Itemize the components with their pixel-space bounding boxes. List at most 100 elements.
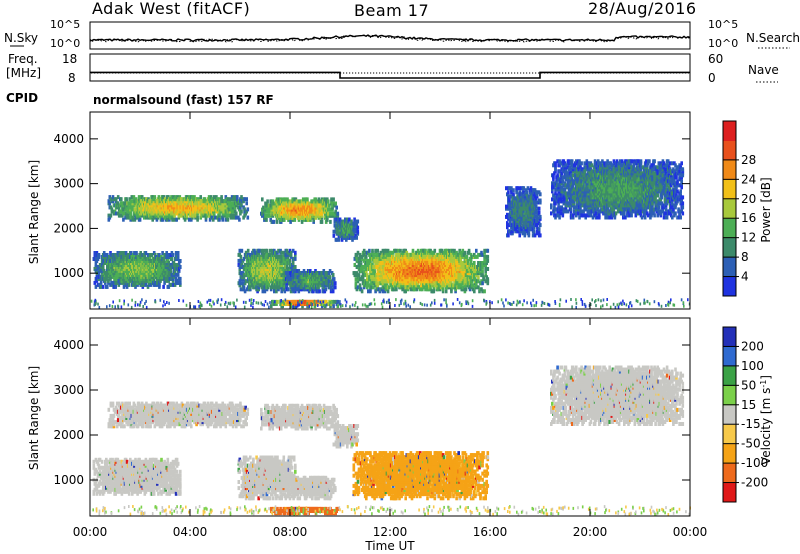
freq-left-tick-top: 18: [62, 52, 77, 66]
power-plot: [91, 159, 691, 309]
power-cell: [465, 287, 468, 291]
station-title: Adak West (fitACF): [92, 0, 250, 18]
freq-left-label-2: [MHz]: [6, 66, 41, 80]
power-cell: [273, 220, 276, 224]
power-cell: [333, 277, 336, 281]
freq-right-tick-top: 60: [708, 52, 723, 66]
power-cell: [321, 220, 324, 224]
power-cell: [357, 226, 360, 230]
power-cell: [179, 281, 182, 285]
power-cell: [287, 287, 290, 291]
power-cell: [266, 199, 269, 203]
power-cell: [329, 275, 332, 279]
power-cell: [412, 249, 415, 253]
freq-right-tick-bottom: 0: [708, 71, 716, 85]
power-cell: [289, 259, 292, 263]
noise-left-label: N.Sky: [4, 31, 38, 45]
power-cell: [245, 197, 248, 201]
power-cell: [179, 265, 182, 269]
power-cell: [125, 197, 128, 201]
power-cell: [179, 259, 182, 263]
cpid-label: CPID: [6, 91, 38, 105]
power-cell: [318, 289, 321, 293]
noise-right-tick-bottom: 10^0: [708, 37, 738, 50]
power-cell: [110, 214, 113, 218]
power-cell: [332, 273, 335, 277]
power-cell: [238, 218, 241, 222]
power-cell: [333, 234, 336, 238]
power-cell: [245, 201, 248, 205]
power-cell: [179, 277, 182, 281]
noise-sky-line: [90, 35, 690, 41]
freq-left-tick-bottom: 8: [68, 71, 76, 85]
power-cell: [196, 216, 199, 220]
power-cell: [294, 218, 297, 222]
power-cell: [240, 255, 243, 259]
power-cell: [171, 257, 174, 261]
power-cell: [445, 289, 448, 293]
power-cell: [227, 218, 230, 222]
power-cell: [284, 289, 287, 293]
power-cell: [334, 202, 337, 206]
power-cell: [129, 212, 132, 216]
power-cell: [306, 197, 309, 201]
power-cell: [334, 281, 337, 285]
power-cell: [359, 283, 362, 287]
power-cell: [135, 251, 138, 255]
power-cell: [335, 206, 338, 210]
freq-right-label: Nave: [748, 63, 779, 77]
power-cell: [172, 253, 175, 257]
power-cell: [329, 220, 332, 224]
power-cell: [332, 197, 335, 201]
power-cell: [236, 195, 239, 199]
power-cell: [266, 249, 269, 253]
power-cell: [294, 265, 297, 269]
power-cell: [334, 285, 337, 289]
power-cell: [387, 289, 390, 293]
date-title: 28/Aug/2016: [588, 0, 697, 18]
power-cell: [102, 285, 105, 289]
power-cell: [294, 257, 297, 261]
power-cell: [98, 253, 101, 257]
freq-panel-frame: [90, 54, 690, 81]
power-cell: [365, 255, 368, 259]
power-cell: [220, 195, 223, 199]
power-cell: [102, 265, 105, 269]
power-cell: [325, 287, 328, 291]
power-cell: [337, 212, 340, 216]
noise-right-label: N.Search: [746, 31, 800, 45]
power-cell: [177, 273, 180, 277]
power-cell: [358, 273, 361, 277]
power-cell: [395, 287, 398, 291]
power-cell: [106, 285, 109, 289]
power-cell: [154, 195, 157, 199]
frequency-line: [90, 72, 690, 78]
power-cell: [464, 251, 467, 255]
power-cell: [373, 269, 376, 273]
power-cell: [332, 289, 335, 293]
power-cell: [247, 216, 250, 220]
power-cell: [235, 212, 238, 216]
power-cell: [368, 249, 371, 253]
power-cell: [355, 236, 358, 240]
power-cell: [434, 249, 437, 253]
power-cell: [361, 289, 364, 293]
power-cell: [100, 281, 103, 285]
power-cell: [120, 197, 123, 201]
power-cell: [371, 249, 374, 253]
noise-left-tick-top: 10^5: [50, 18, 80, 31]
power-cell: [247, 249, 250, 253]
power-cell: [162, 285, 165, 289]
power-cell: [177, 251, 180, 255]
power-cell: [261, 197, 264, 201]
power-cell: [327, 199, 330, 203]
freq-left-label-1: Freq.: [8, 52, 38, 66]
noise-right-tick-top: 10^5: [708, 18, 738, 31]
power-cell: [243, 285, 246, 289]
power-cell: [265, 218, 268, 222]
power-cell: [376, 249, 379, 253]
power-cell: [139, 218, 142, 222]
noise-left-tick-bottom: 10^0: [50, 37, 80, 50]
cpid-text: normalsound (fast) 157 RF: [93, 93, 274, 107]
